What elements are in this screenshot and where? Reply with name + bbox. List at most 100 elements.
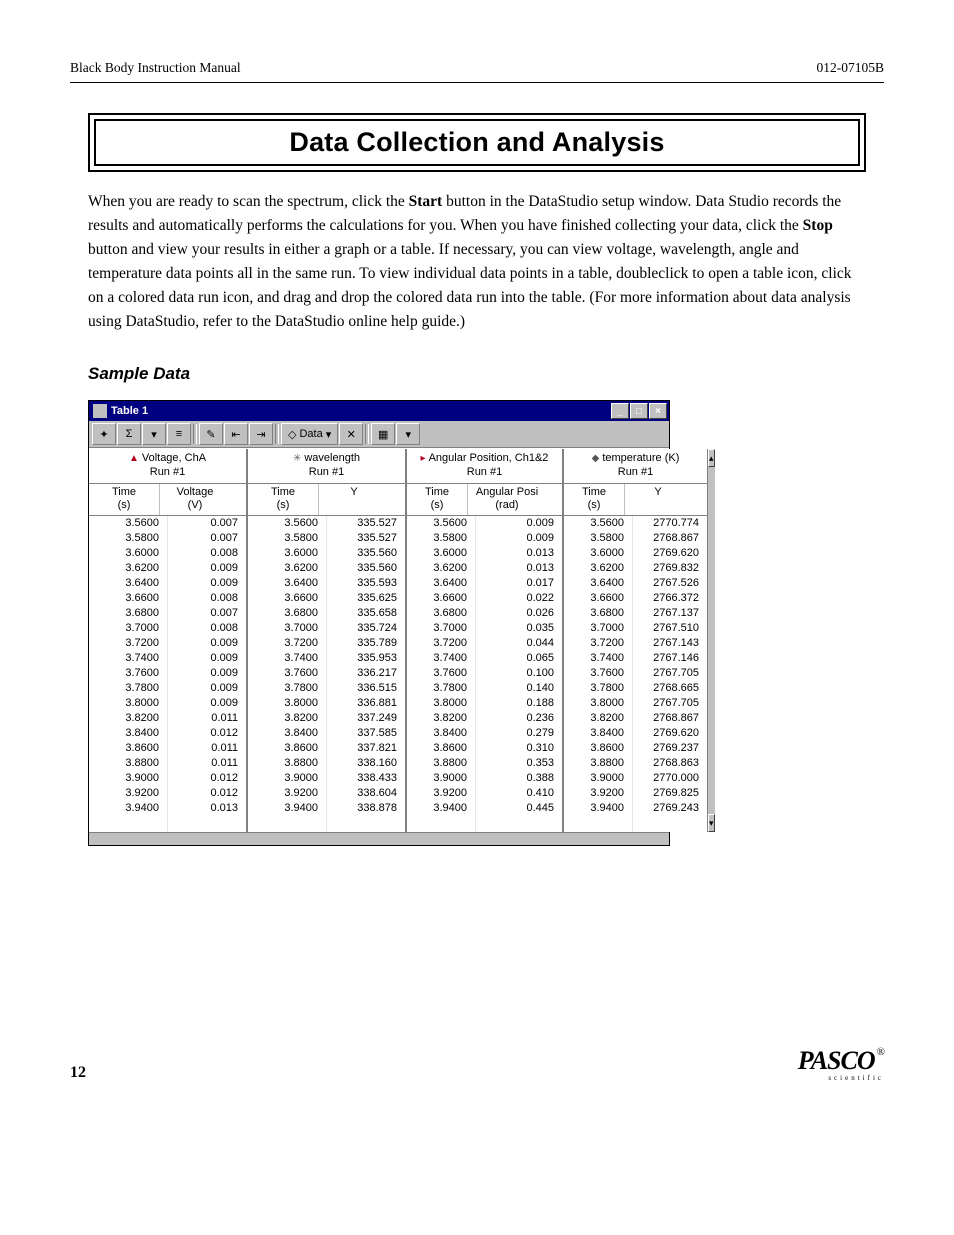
tool-btn-edit[interactable]: ✎ [199,423,223,445]
table-row[interactable]: 3.56000.007 [89,516,246,531]
titlebar[interactable]: Table 1 _ □ × [89,401,669,421]
table-row[interactable]: 3.6800335.658 [248,606,405,621]
data-rows: 3.56000.0093.58000.0093.60000.0133.62000… [407,516,562,833]
table-row[interactable]: 3.88000.353 [407,756,562,771]
table-row[interactable]: 3.7200335.789 [248,636,405,651]
table-row[interactable]: 3.62002769.832 [564,561,707,576]
table-row[interactable]: 3.86000.310 [407,741,562,756]
table-row[interactable]: 3.60000.008 [89,546,246,561]
scroll-up-button[interactable]: ▴ [708,449,715,467]
data-rows: 3.56000.0073.58000.0073.60000.0083.62000… [89,516,246,833]
data-menu-button[interactable]: ◇Data▾ [281,423,338,445]
table-row[interactable]: 3.60000.013 [407,546,562,561]
table-row[interactable]: 3.90002770.000 [564,771,707,786]
table-row[interactable]: 3.74002767.146 [564,651,707,666]
table-row[interactable]: 3.9200338.604 [248,786,405,801]
dropdown-2[interactable]: ▾ [396,423,420,445]
table-row[interactable]: 3.72002767.143 [564,636,707,651]
table-row[interactable]: 3.94000.013 [89,801,246,833]
table-row[interactable]: 3.7400335.953 [248,651,405,666]
table-row[interactable]: 3.90000.012 [89,771,246,786]
table-row[interactable]: 3.68002767.137 [564,606,707,621]
table-row[interactable]: 3.72000.044 [407,636,562,651]
table-row[interactable]: 3.56000.009 [407,516,562,531]
table-row[interactable]: 3.64000.017 [407,576,562,591]
table-row[interactable]: 3.6200335.560 [248,561,405,576]
table-row[interactable]: 3.8400337.585 [248,726,405,741]
table-row[interactable]: 3.88002768.863 [564,756,707,771]
table-row[interactable]: 3.88000.011 [89,756,246,771]
table-row[interactable]: 3.92002769.825 [564,786,707,801]
table-row[interactable]: 3.70002767.510 [564,621,707,636]
table-row[interactable]: 3.76000.009 [89,666,246,681]
table-row[interactable]: 3.7600336.217 [248,666,405,681]
table-row[interactable]: 3.58002768.867 [564,531,707,546]
table-row[interactable]: 3.6400335.593 [248,576,405,591]
table-row[interactable]: 3.80000.009 [89,696,246,711]
tool-btn-table[interactable]: ▦ [371,423,395,445]
delete-button[interactable]: ✕ [339,423,363,445]
tool-btn-next[interactable]: ⇥ [249,423,273,445]
scroll-down-button[interactable]: ▾ [708,814,715,832]
table-row[interactable]: 3.70000.008 [89,621,246,636]
table-row[interactable]: 3.68000.007 [89,606,246,621]
table-row[interactable]: 3.82000.236 [407,711,562,726]
dropdown-1[interactable]: ▾ [142,423,166,445]
table-row[interactable]: 3.94000.445 [407,801,562,833]
table-row[interactable]: 3.74000.009 [89,651,246,666]
table-row[interactable]: 3.72000.009 [89,636,246,651]
tool-btn-prev[interactable]: ⇤ [224,423,248,445]
table-row[interactable]: 3.62000.013 [407,561,562,576]
table-row[interactable]: 3.66000.008 [89,591,246,606]
minimize-button[interactable]: _ [611,403,629,419]
table-row[interactable]: 3.58000.007 [89,531,246,546]
table-row[interactable]: 3.84000.279 [407,726,562,741]
table-row[interactable]: 3.90000.388 [407,771,562,786]
table-row[interactable]: 3.74000.065 [407,651,562,666]
maximize-button[interactable]: □ [630,403,648,419]
table-row[interactable]: 3.70000.035 [407,621,562,636]
table-row[interactable]: 3.84002769.620 [564,726,707,741]
table-row[interactable]: 3.80000.188 [407,696,562,711]
table-row[interactable]: 3.66002766.372 [564,591,707,606]
vertical-scrollbar[interactable]: ▴ ▾ [707,449,715,832]
table-row[interactable]: 3.9400338.878 [248,801,405,833]
table-row[interactable]: 3.9000338.433 [248,771,405,786]
table-row[interactable]: 3.66000.022 [407,591,562,606]
table-row[interactable]: 3.8800338.160 [248,756,405,771]
table-row[interactable]: 3.6600335.625 [248,591,405,606]
table-row[interactable]: 3.6000335.560 [248,546,405,561]
table-row[interactable]: 3.60002769.620 [564,546,707,561]
table-row[interactable]: 3.5600335.527 [248,516,405,531]
table-row[interactable]: 3.7800336.515 [248,681,405,696]
table-row[interactable]: 3.62000.009 [89,561,246,576]
table-row[interactable]: 3.78000.009 [89,681,246,696]
table-row[interactable]: 3.82002768.867 [564,711,707,726]
table-row[interactable]: 3.84000.012 [89,726,246,741]
table-row[interactable]: 3.92000.410 [407,786,562,801]
table-row[interactable]: 3.58000.009 [407,531,562,546]
tool-btn-1[interactable]: ✦ [92,423,116,445]
table-row[interactable]: 3.8000336.881 [248,696,405,711]
table-row[interactable]: 3.92000.012 [89,786,246,801]
table-row[interactable]: 3.82000.011 [89,711,246,726]
table-row[interactable]: 3.8600337.821 [248,741,405,756]
tool-btn-list[interactable]: ≡ [167,423,191,445]
table-row[interactable]: 3.80002767.705 [564,696,707,711]
table-row[interactable]: 3.76002767.705 [564,666,707,681]
table-row[interactable]: 3.78002768.665 [564,681,707,696]
table-row[interactable]: 3.5800335.527 [248,531,405,546]
table-row[interactable]: 3.8200337.249 [248,711,405,726]
table-row[interactable]: 3.86000.011 [89,741,246,756]
table-row[interactable]: 3.56002770.774 [564,516,707,531]
close-button[interactable]: × [649,403,667,419]
table-row[interactable]: 3.76000.100 [407,666,562,681]
table-row[interactable]: 3.86002769.237 [564,741,707,756]
table-row[interactable]: 3.64000.009 [89,576,246,591]
table-row[interactable]: 3.64002767.526 [564,576,707,591]
sigma-button[interactable]: Σ [117,423,141,445]
table-row[interactable]: 3.94002769.243 [564,801,707,833]
table-row[interactable]: 3.68000.026 [407,606,562,621]
table-row[interactable]: 3.78000.140 [407,681,562,696]
table-row[interactable]: 3.7000335.724 [248,621,405,636]
